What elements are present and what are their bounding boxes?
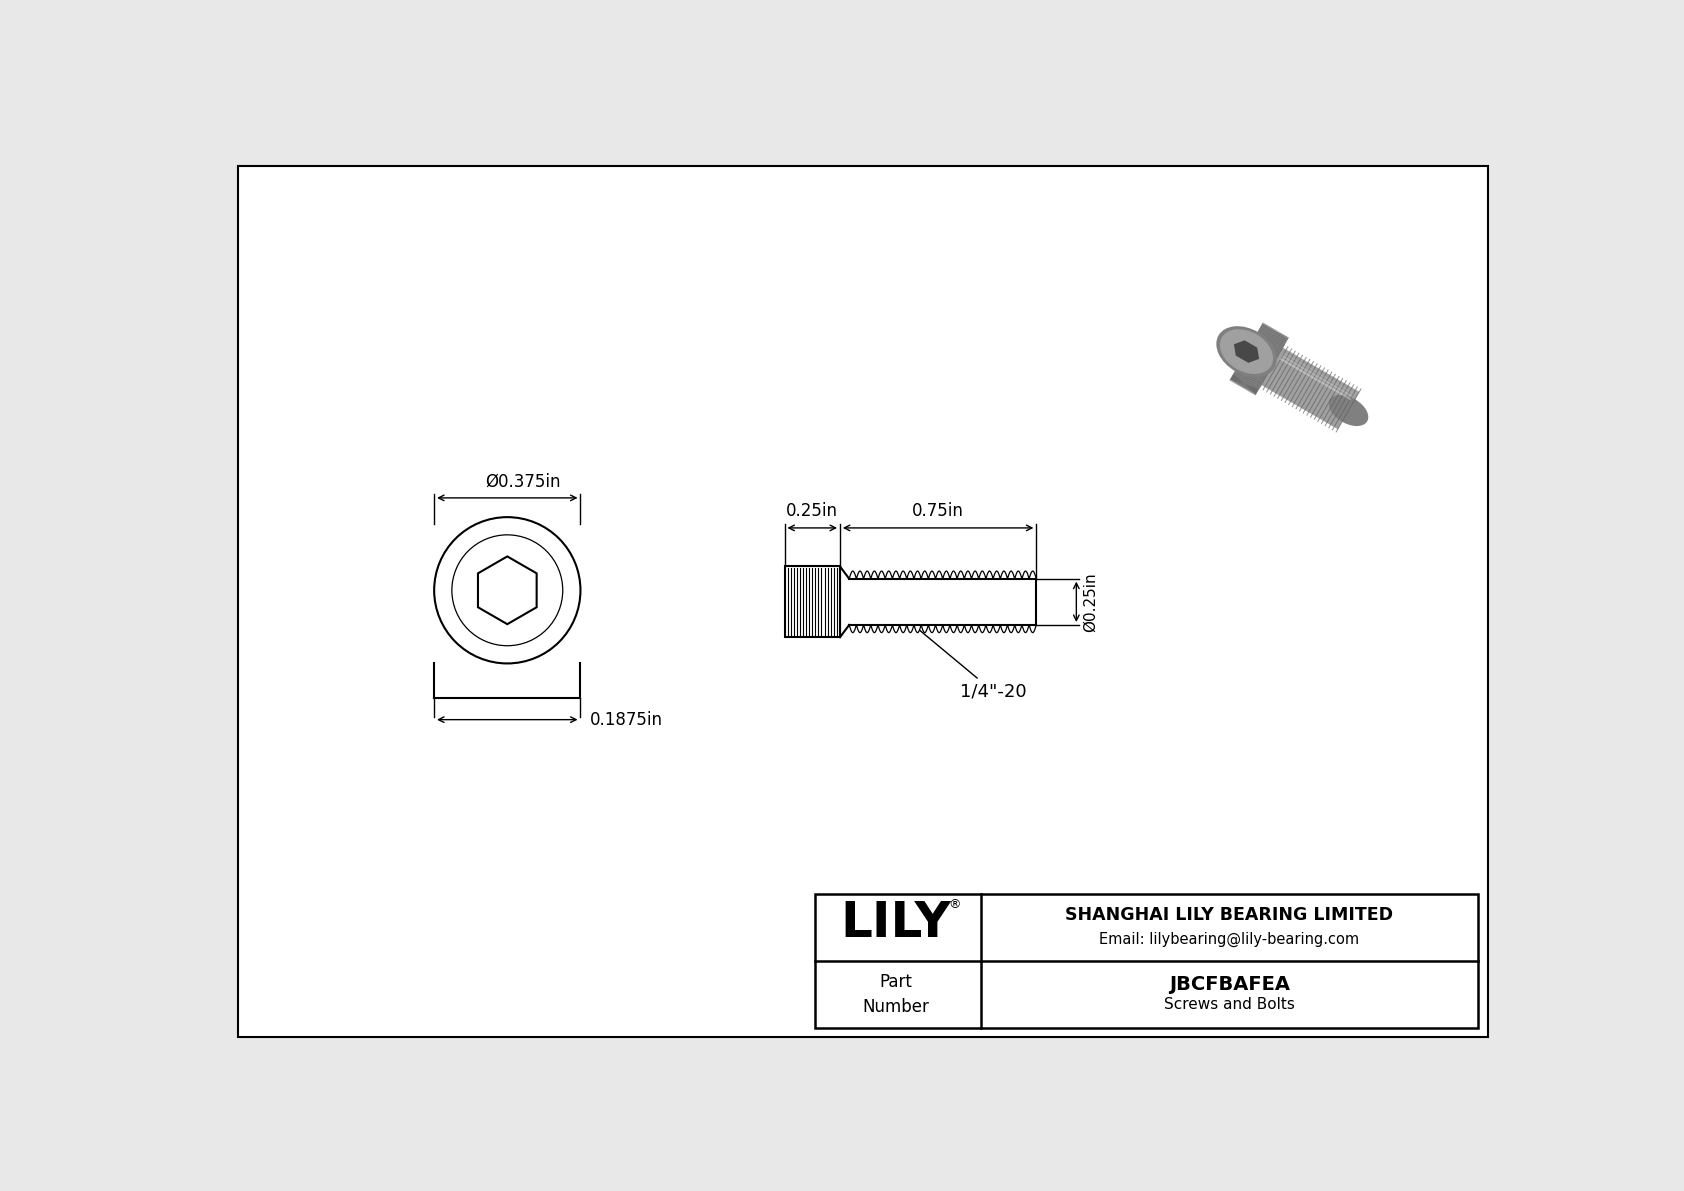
Polygon shape xyxy=(1231,374,1260,394)
Text: 0.75in: 0.75in xyxy=(913,503,963,520)
Text: 0.1875in: 0.1875in xyxy=(589,711,663,729)
Circle shape xyxy=(434,517,581,663)
Text: 0.25in: 0.25in xyxy=(786,503,839,520)
Text: ®: ® xyxy=(948,898,962,911)
Polygon shape xyxy=(478,556,537,624)
Ellipse shape xyxy=(1219,329,1273,374)
Ellipse shape xyxy=(1329,395,1369,426)
Polygon shape xyxy=(1231,324,1288,394)
Text: Screws and Bolts: Screws and Bolts xyxy=(1164,997,1295,1012)
Text: SHANGHAI LILY BEARING LIMITED: SHANGHAI LILY BEARING LIMITED xyxy=(1066,906,1393,924)
Ellipse shape xyxy=(1216,326,1276,378)
Text: Ø0.375in: Ø0.375in xyxy=(485,472,561,491)
Polygon shape xyxy=(1234,341,1260,363)
Text: LILY: LILY xyxy=(840,899,951,947)
Circle shape xyxy=(451,535,562,646)
Text: 1/4"-20: 1/4"-20 xyxy=(919,630,1027,700)
Bar xyxy=(785,567,840,637)
Polygon shape xyxy=(1261,348,1359,429)
Text: Email: lilybearing@lily-bearing.com: Email: lilybearing@lily-bearing.com xyxy=(1100,931,1359,947)
Text: JBCFBAFEA: JBCFBAFEA xyxy=(1169,975,1290,994)
Text: Part
Number: Part Number xyxy=(862,973,930,1016)
Text: Ø0.25in: Ø0.25in xyxy=(1083,572,1098,631)
Bar xyxy=(815,894,1477,1028)
